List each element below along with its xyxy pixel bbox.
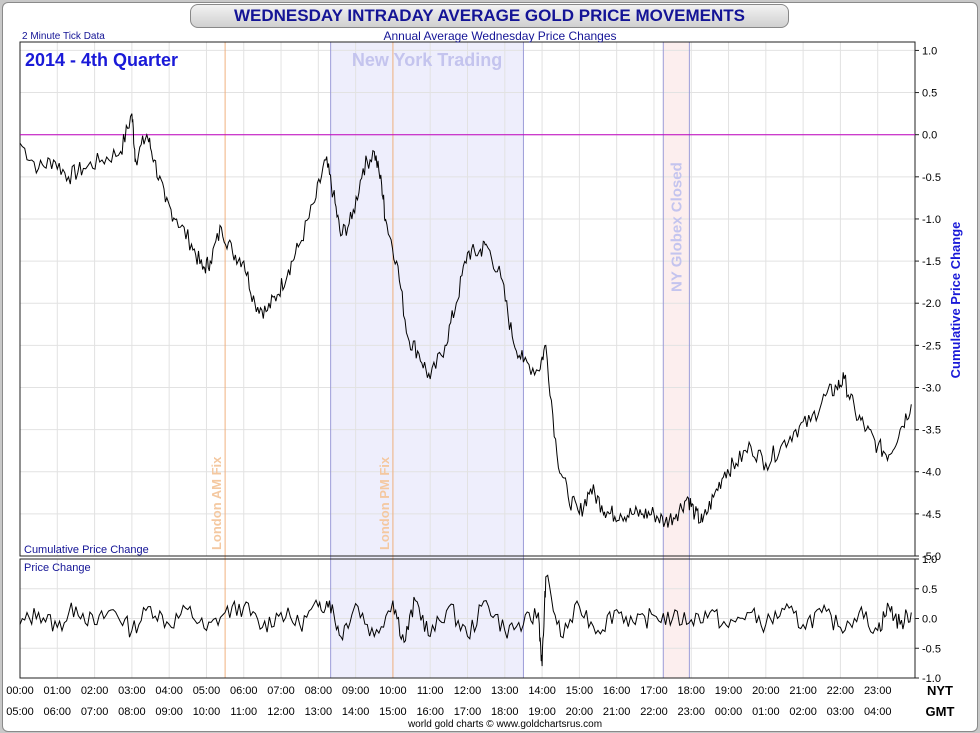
x-tick-label-gmt: 08:00 [118, 706, 146, 718]
y-tick-label: -2.0 [922, 298, 941, 310]
x-tick-label-nyt: 02:00 [81, 685, 109, 697]
y-tick-label: -5.0 [922, 551, 941, 563]
y-tick-label: -4.5 [922, 509, 941, 521]
session-bands [330, 42, 690, 678]
y-tick-label: -3.0 [922, 382, 941, 394]
x-tick-label-nyt: 12:00 [454, 685, 482, 697]
price-change-panel-label: Price Change [24, 562, 91, 574]
grid-lines [19, 42, 916, 679]
price-change-line [19, 574, 912, 667]
y-tick-label: -2.5 [922, 340, 941, 352]
x-tick-label-gmt: 16:00 [416, 706, 444, 718]
x-tick-label-gmt: 23:00 [677, 706, 705, 718]
x-tick-label-gmt: 07:00 [81, 706, 109, 718]
x-tick-label-gmt: 10:00 [193, 706, 221, 718]
y-tick-label: 0.5 [922, 88, 937, 100]
x-tick-label-nyt: 06:00 [230, 685, 258, 697]
x-tick-label-gmt: 04:00 [864, 706, 892, 718]
cumulative-panel-border [19, 41, 916, 557]
y-tick-label: -1.0 [922, 673, 941, 685]
x-tick-label-nyt: 10:00 [379, 685, 407, 697]
x-tick-label-nyt: 03:00 [118, 685, 146, 697]
x-tick-label-nyt: 08:00 [305, 685, 333, 697]
x-tick-label-nyt: 21:00 [789, 685, 817, 697]
new-york-trading-band [330, 42, 524, 678]
y-tick-label: 1.0 [922, 554, 937, 566]
y-tick-label: -1.5 [922, 256, 941, 268]
x-tick-label-nyt: 17:00 [640, 685, 668, 697]
x-tick-label-gmt: 15:00 [379, 706, 407, 718]
y-tick-label: 1.0 [922, 45, 937, 57]
chart-subtitle: Annual Average Wednesday Price Changes [383, 29, 616, 43]
gmt-axis-label: GMT [926, 704, 955, 719]
cumulative-panel-label: Cumulative Price Change [24, 544, 149, 556]
x-tick-label-gmt: 19:00 [528, 706, 556, 718]
period-label: 2014 - 4th Quarter [25, 50, 178, 70]
x-tick-label-nyt: 23:00 [864, 685, 892, 697]
ny-globex-closed-band [663, 42, 690, 678]
x-tick-label-gmt: 18:00 [491, 706, 519, 718]
x-tick-label-nyt: 05:00 [193, 685, 221, 697]
x-tick-label-gmt: 20:00 [566, 706, 594, 718]
chart-footer: world gold charts © www.goldchartsrus.co… [407, 719, 602, 730]
x-tick-label-nyt: 07:00 [267, 685, 295, 697]
y-tick-label: -0.5 [922, 643, 941, 655]
x-tick-label-gmt: 14:00 [342, 706, 370, 718]
nyt-axis-label: NYT [927, 683, 953, 698]
marker-lines [224, 42, 690, 678]
x-axis-ticks-nyt: 00:00 01:00 02:00 03:00 04:00 05:00 06:00 07:00… [6, 685, 891, 697]
y-axis-ticks-price-change: 1.0 0.5 0.0 -0.5 -1.0 [915, 554, 941, 685]
x-tick-label-nyt: 13:00 [491, 685, 519, 697]
london-am-fix-label: London AM Fix [209, 456, 224, 550]
y-tick-label: -0.5 [922, 172, 941, 184]
london-pm-fix-label: London PM Fix [377, 456, 392, 550]
y-axis-ticks-cumulative: 1.0 0.5 0.0 -0.5 -1.0 -1.5 -2.0 -2.5 -3.0 -3.5 -4.… [915, 45, 941, 563]
y-axis-label: Cumulative Price Change [948, 222, 963, 379]
x-tick-label-gmt: 05:00 [6, 706, 34, 718]
x-tick-label-nyt: 16:00 [603, 685, 631, 697]
ny-globex-closed-label: NY Globex Closed [668, 162, 685, 292]
x-tick-label-gmt: 01:00 [752, 706, 780, 718]
x-tick-label-gmt: 06:00 [44, 706, 72, 718]
x-tick-label-gmt: 22:00 [640, 706, 668, 718]
x-tick-label-gmt: 12:00 [267, 706, 295, 718]
x-tick-label-nyt: 14:00 [528, 685, 556, 697]
x-tick-label-nyt: 22:00 [827, 685, 855, 697]
x-tick-label-gmt: 09:00 [155, 706, 183, 718]
x-axis-ticks-gmt: 05:00 06:00 07:00 08:00 09:00 10:00 11:00 12:00… [6, 706, 891, 718]
x-tick-label-gmt: 13:00 [305, 706, 333, 718]
chart-title: WEDNESDAY INTRADAY AVERAGE GOLD PRICE MO… [190, 4, 789, 28]
x-tick-label-nyt: 04:00 [155, 685, 183, 697]
y-tick-label: -3.5 [922, 425, 941, 437]
x-tick-label-gmt: 21:00 [603, 706, 631, 718]
cumulative-price-change-line [19, 113, 912, 528]
x-tick-label-nyt: 20:00 [752, 685, 780, 697]
y-tick-label: 0.0 [922, 614, 937, 626]
x-tick-label-gmt: 03:00 [827, 706, 855, 718]
y-tick-label: -1.0 [922, 214, 941, 226]
x-tick-label-nyt: 09:00 [342, 685, 370, 697]
tick-data-note: 2 Minute Tick Data [22, 31, 105, 42]
y-tick-label: 0.0 [922, 130, 937, 142]
x-tick-label-gmt: 11:00 [230, 706, 257, 718]
x-tick-label-gmt: 00:00 [715, 706, 743, 718]
x-tick-label-nyt: 00:00 [6, 685, 34, 697]
x-tick-label-nyt: 18:00 [677, 685, 705, 697]
x-tick-label-gmt: 02:00 [789, 706, 817, 718]
y-tick-label: -4.0 [922, 467, 941, 479]
x-tick-label-nyt: 15:00 [566, 685, 594, 697]
x-tick-label-nyt: 11:00 [417, 685, 444, 697]
new-york-trading-label: New York Trading [352, 50, 502, 70]
x-tick-label-nyt: 01:00 [44, 685, 72, 697]
y-tick-label: 0.5 [922, 584, 937, 596]
x-tick-label-nyt: 19:00 [715, 685, 743, 697]
x-tick-label-gmt: 17:00 [454, 706, 482, 718]
